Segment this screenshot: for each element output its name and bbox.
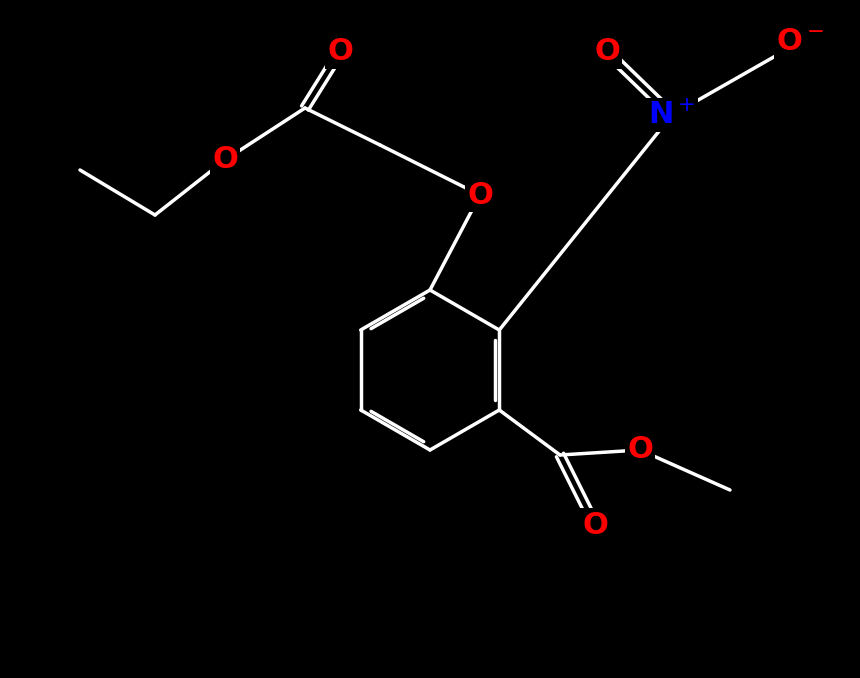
Text: N$^+$: N$^+$ <box>648 100 696 129</box>
Text: O: O <box>327 37 353 66</box>
Text: O: O <box>212 146 238 174</box>
Text: O: O <box>582 511 608 540</box>
Text: O: O <box>627 435 653 464</box>
Text: O: O <box>467 180 493 210</box>
Text: O: O <box>594 37 620 66</box>
Text: O$^-$: O$^-$ <box>776 28 824 56</box>
